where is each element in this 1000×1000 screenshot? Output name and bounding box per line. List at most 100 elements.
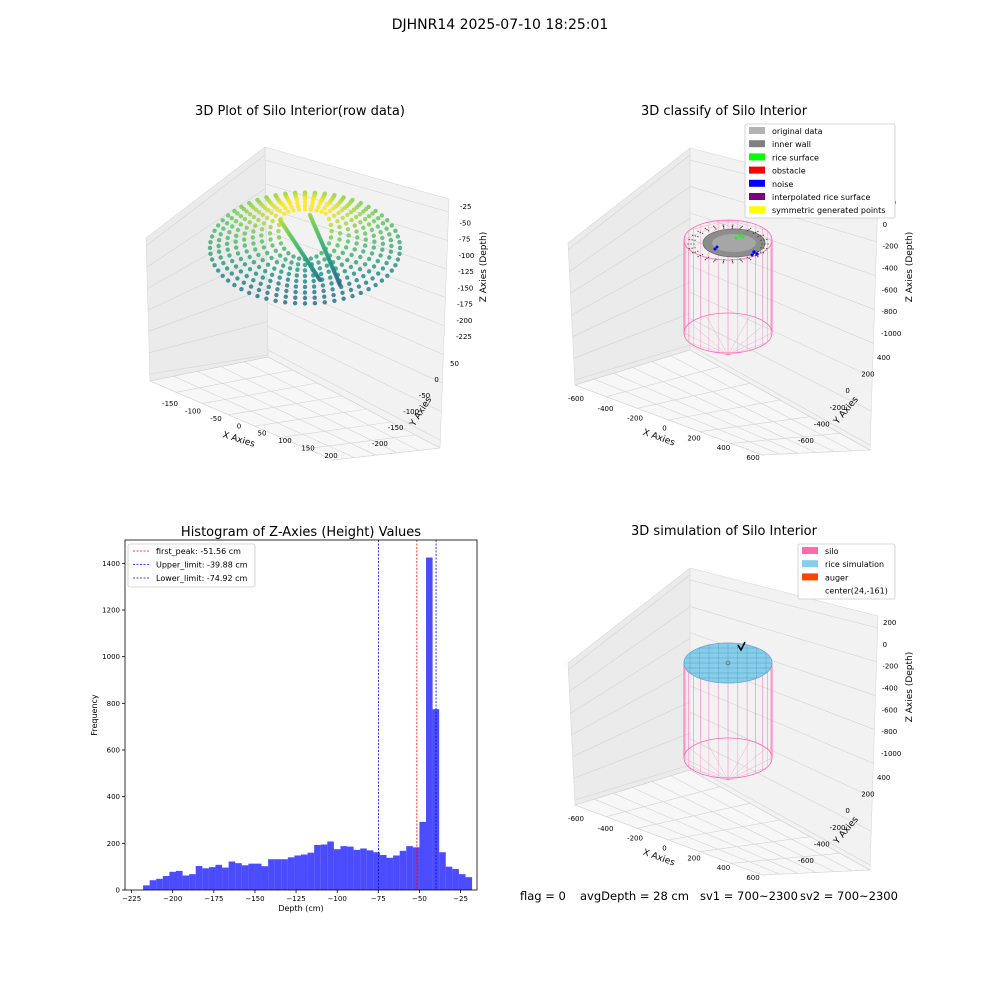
classify-rice-surface-point — [738, 233, 742, 237]
simulation-z-ticks: 200 0 -200 -400 -600 -800 -1000 — [881, 619, 901, 758]
grid-line — [613, 793, 799, 874]
raw-data-point — [302, 203, 308, 209]
histogram-bar — [393, 855, 400, 890]
classify-generated-point — [706, 229, 708, 231]
histogram-bar — [261, 866, 269, 890]
histogram-bar — [426, 557, 433, 890]
raw-back-pane — [145, 146, 269, 382]
grid-line — [574, 804, 763, 876]
raw-data-point — [207, 245, 213, 251]
raw-data-point — [253, 271, 259, 276]
classify-generated-point — [741, 261, 743, 263]
raw-data-point — [229, 216, 234, 221]
simulation-x-axis-label: X Axies — [641, 848, 676, 869]
classify-y-ticks: 400 200 0 -200-400 -600 — [798, 354, 890, 445]
raw-data-point — [340, 250, 345, 256]
raw-z-tick-label: -175 — [457, 301, 473, 309]
raw-data-point — [376, 216, 381, 221]
classify-generated-point — [722, 260, 725, 262]
raw-data-point — [395, 257, 401, 262]
classify-rice-surface-point — [741, 235, 745, 239]
raw-data-point — [363, 231, 368, 236]
classify-generated-point — [723, 259, 725, 261]
raw-data-point — [339, 284, 344, 290]
raw-data-point — [295, 200, 300, 205]
grid-line — [267, 356, 441, 449]
classify-generated-point — [697, 230, 699, 232]
classify-generated-point — [704, 259, 706, 261]
raw-data-point — [234, 245, 239, 250]
raw-data-point — [289, 204, 294, 210]
raw-data-point — [380, 235, 385, 241]
grid-line — [689, 349, 871, 451]
grid-line — [651, 361, 835, 452]
raw-data-point — [350, 293, 355, 299]
raw-data-point — [221, 226, 226, 231]
classify-generated-point — [694, 235, 696, 237]
classify-generated-point — [746, 230, 748, 232]
raw-data-point — [263, 269, 268, 274]
raw-data-point — [349, 217, 354, 223]
grid-line — [572, 701, 691, 757]
raw-data-point — [308, 207, 314, 212]
raw-y-tick-label: 0 — [434, 376, 438, 384]
raw-data-point — [282, 246, 287, 251]
raw-data-point — [274, 260, 280, 265]
classify-generated-point — [722, 262, 724, 264]
classify-noise-point — [755, 252, 759, 256]
raw-data-point — [339, 208, 345, 213]
raw-data-point — [268, 278, 273, 284]
raw-data-point — [361, 249, 366, 254]
silo-floor-line — [705, 350, 729, 356]
classify-y-tick-label: 0 — [845, 387, 849, 395]
raw-data-point — [369, 227, 375, 233]
classify-noise-point — [713, 247, 717, 251]
raw-data-point — [311, 278, 316, 284]
classify-generated-point — [706, 257, 708, 259]
raw-data-point — [255, 293, 260, 299]
silo-floor-line — [705, 775, 729, 781]
simulation-rice-mesh — [684, 643, 772, 683]
raw-data-point — [275, 287, 280, 292]
raw-data-point — [376, 271, 381, 276]
raw-data-point — [242, 237, 247, 242]
raw-x-tick-label: -50 — [210, 415, 221, 423]
classify-rice-top — [712, 234, 756, 252]
raw-data-point — [224, 241, 230, 246]
raw-data-point — [319, 251, 324, 256]
classify-legend-label: original data — [772, 127, 823, 136]
raw-data-point — [218, 232, 223, 237]
raw-data-point — [265, 290, 270, 295]
classify-y-tick-label: -600 — [798, 437, 814, 445]
raw-z-tick-label: -200 — [457, 317, 473, 325]
histogram-y-tick-label: 200 — [107, 840, 120, 848]
classify-generated-point — [722, 226, 725, 228]
raw-data-point — [232, 208, 237, 214]
raw-z-ticks: -25 -50 -75 -100 -125 -150 -175 -200 -225 — [456, 203, 474, 341]
grid-line — [689, 769, 871, 871]
classify-generated-point — [757, 256, 759, 258]
raw-data-point — [284, 283, 290, 288]
raw-data-point — [220, 218, 225, 223]
raw-data-point — [363, 237, 368, 242]
grid-line — [220, 366, 398, 454]
histogram-x-ticks: −225 −200 −175 −150 −125 −100 −75 −50 −25 — [122, 890, 468, 903]
classify-legend-label: interpolated rice surface — [772, 193, 870, 202]
histogram-y-tick-label: 0 — [116, 887, 120, 895]
classify-x-tick-label: -200 — [627, 415, 643, 423]
histogram-bar — [406, 846, 413, 890]
raw-x-axis-label: X Axies — [221, 430, 256, 449]
grid-line — [567, 154, 691, 251]
histogram-x-tick-label: −100 — [328, 895, 347, 903]
raw-data-point — [372, 239, 377, 244]
raw-data-point — [361, 209, 366, 214]
raw-data-point — [276, 235, 282, 240]
classify-legend-swatch — [749, 193, 765, 200]
raw-data-point — [345, 212, 350, 218]
raw-data-point — [318, 271, 324, 277]
histogram-x-tick-label: −150 — [245, 895, 264, 903]
raw-data-point — [238, 222, 244, 227]
raw-data-point — [322, 206, 327, 211]
grid-line — [689, 579, 879, 629]
raw-data-point — [371, 233, 376, 238]
